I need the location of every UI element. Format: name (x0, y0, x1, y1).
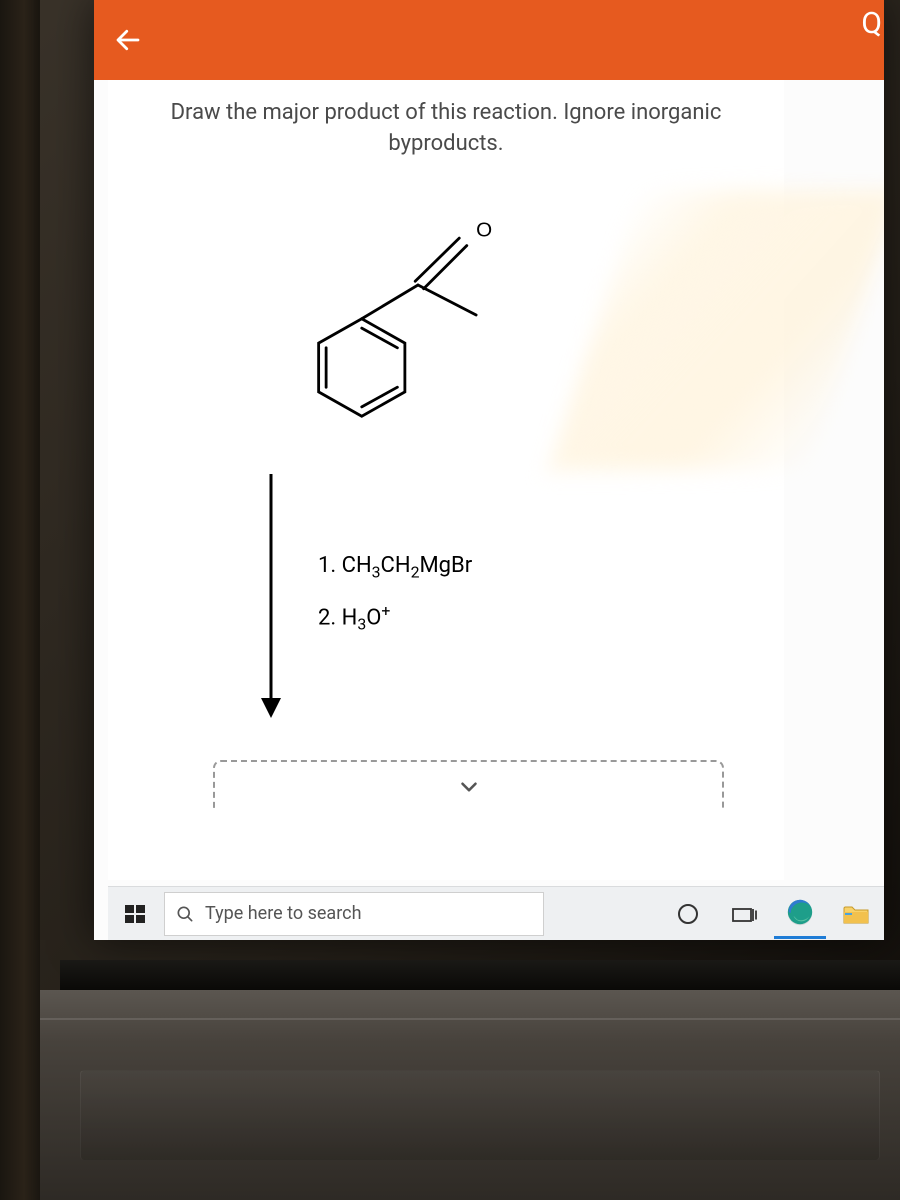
chevron-down-icon (456, 774, 482, 804)
folder-icon (842, 901, 870, 927)
search-placeholder: Type here to search (205, 903, 361, 924)
windows-taskbar: Type here to search (108, 886, 884, 940)
starting-material-structure: O (268, 210, 568, 450)
back-button[interactable] (104, 16, 152, 64)
reagent-text: 1. CH (318, 553, 372, 578)
reagent-text: 2. H (318, 606, 357, 631)
reagent-list: 1. CH3CH2MgBr 2. H3O+ (318, 540, 472, 646)
reagent-text: MgBr (419, 553, 472, 578)
header-corner-glyph: Q (861, 6, 884, 41)
left-edge-shadow (0, 0, 40, 1200)
laptop-screen: Q Draw the major product of this reactio… (94, 0, 884, 940)
task-view-button[interactable] (718, 887, 770, 941)
cortana-button[interactable] (662, 887, 714, 941)
reagent-text: CH (381, 553, 411, 578)
reagent-text: O (366, 606, 381, 631)
oxygen-label: O (476, 218, 492, 241)
photo-frame: Q Draw the major product of this reactio… (0, 0, 900, 1200)
laptop-trackpad (80, 1070, 880, 1160)
reagent-sub: 3 (372, 562, 381, 581)
reaction-arrow (256, 470, 286, 720)
search-icon (175, 904, 195, 924)
reagent-sup: + (381, 601, 390, 620)
reaction-diagram: O 1. CH3CH2MgBr 2. H3O+ (108, 190, 784, 790)
file-explorer-button[interactable] (830, 887, 882, 941)
laptop-base-seam (40, 1018, 900, 1020)
start-button[interactable] (108, 887, 162, 941)
product-drop-target[interactable] (213, 760, 724, 810)
reagent-sub: 3 (357, 615, 366, 634)
app-header-bar: Q (94, 0, 884, 80)
reagent-line-2: 2. H3O+ (318, 592, 472, 645)
windows-logo-icon (123, 902, 147, 926)
reagent-line-1: 1. CH3CH2MgBr (318, 540, 472, 593)
taskbar-tray (662, 887, 884, 941)
taskbar-search[interactable]: Type here to search (164, 892, 544, 936)
circle-icon (676, 902, 700, 926)
laptop-hinge (60, 960, 900, 990)
task-view-icon (730, 902, 758, 926)
question-panel: Draw the major product of this reaction.… (108, 80, 784, 880)
edge-browser-button[interactable] (774, 888, 826, 939)
question-prompt: Draw the major product of this reaction.… (108, 80, 784, 180)
arrow-left-icon (113, 25, 143, 55)
edge-icon (785, 897, 815, 927)
